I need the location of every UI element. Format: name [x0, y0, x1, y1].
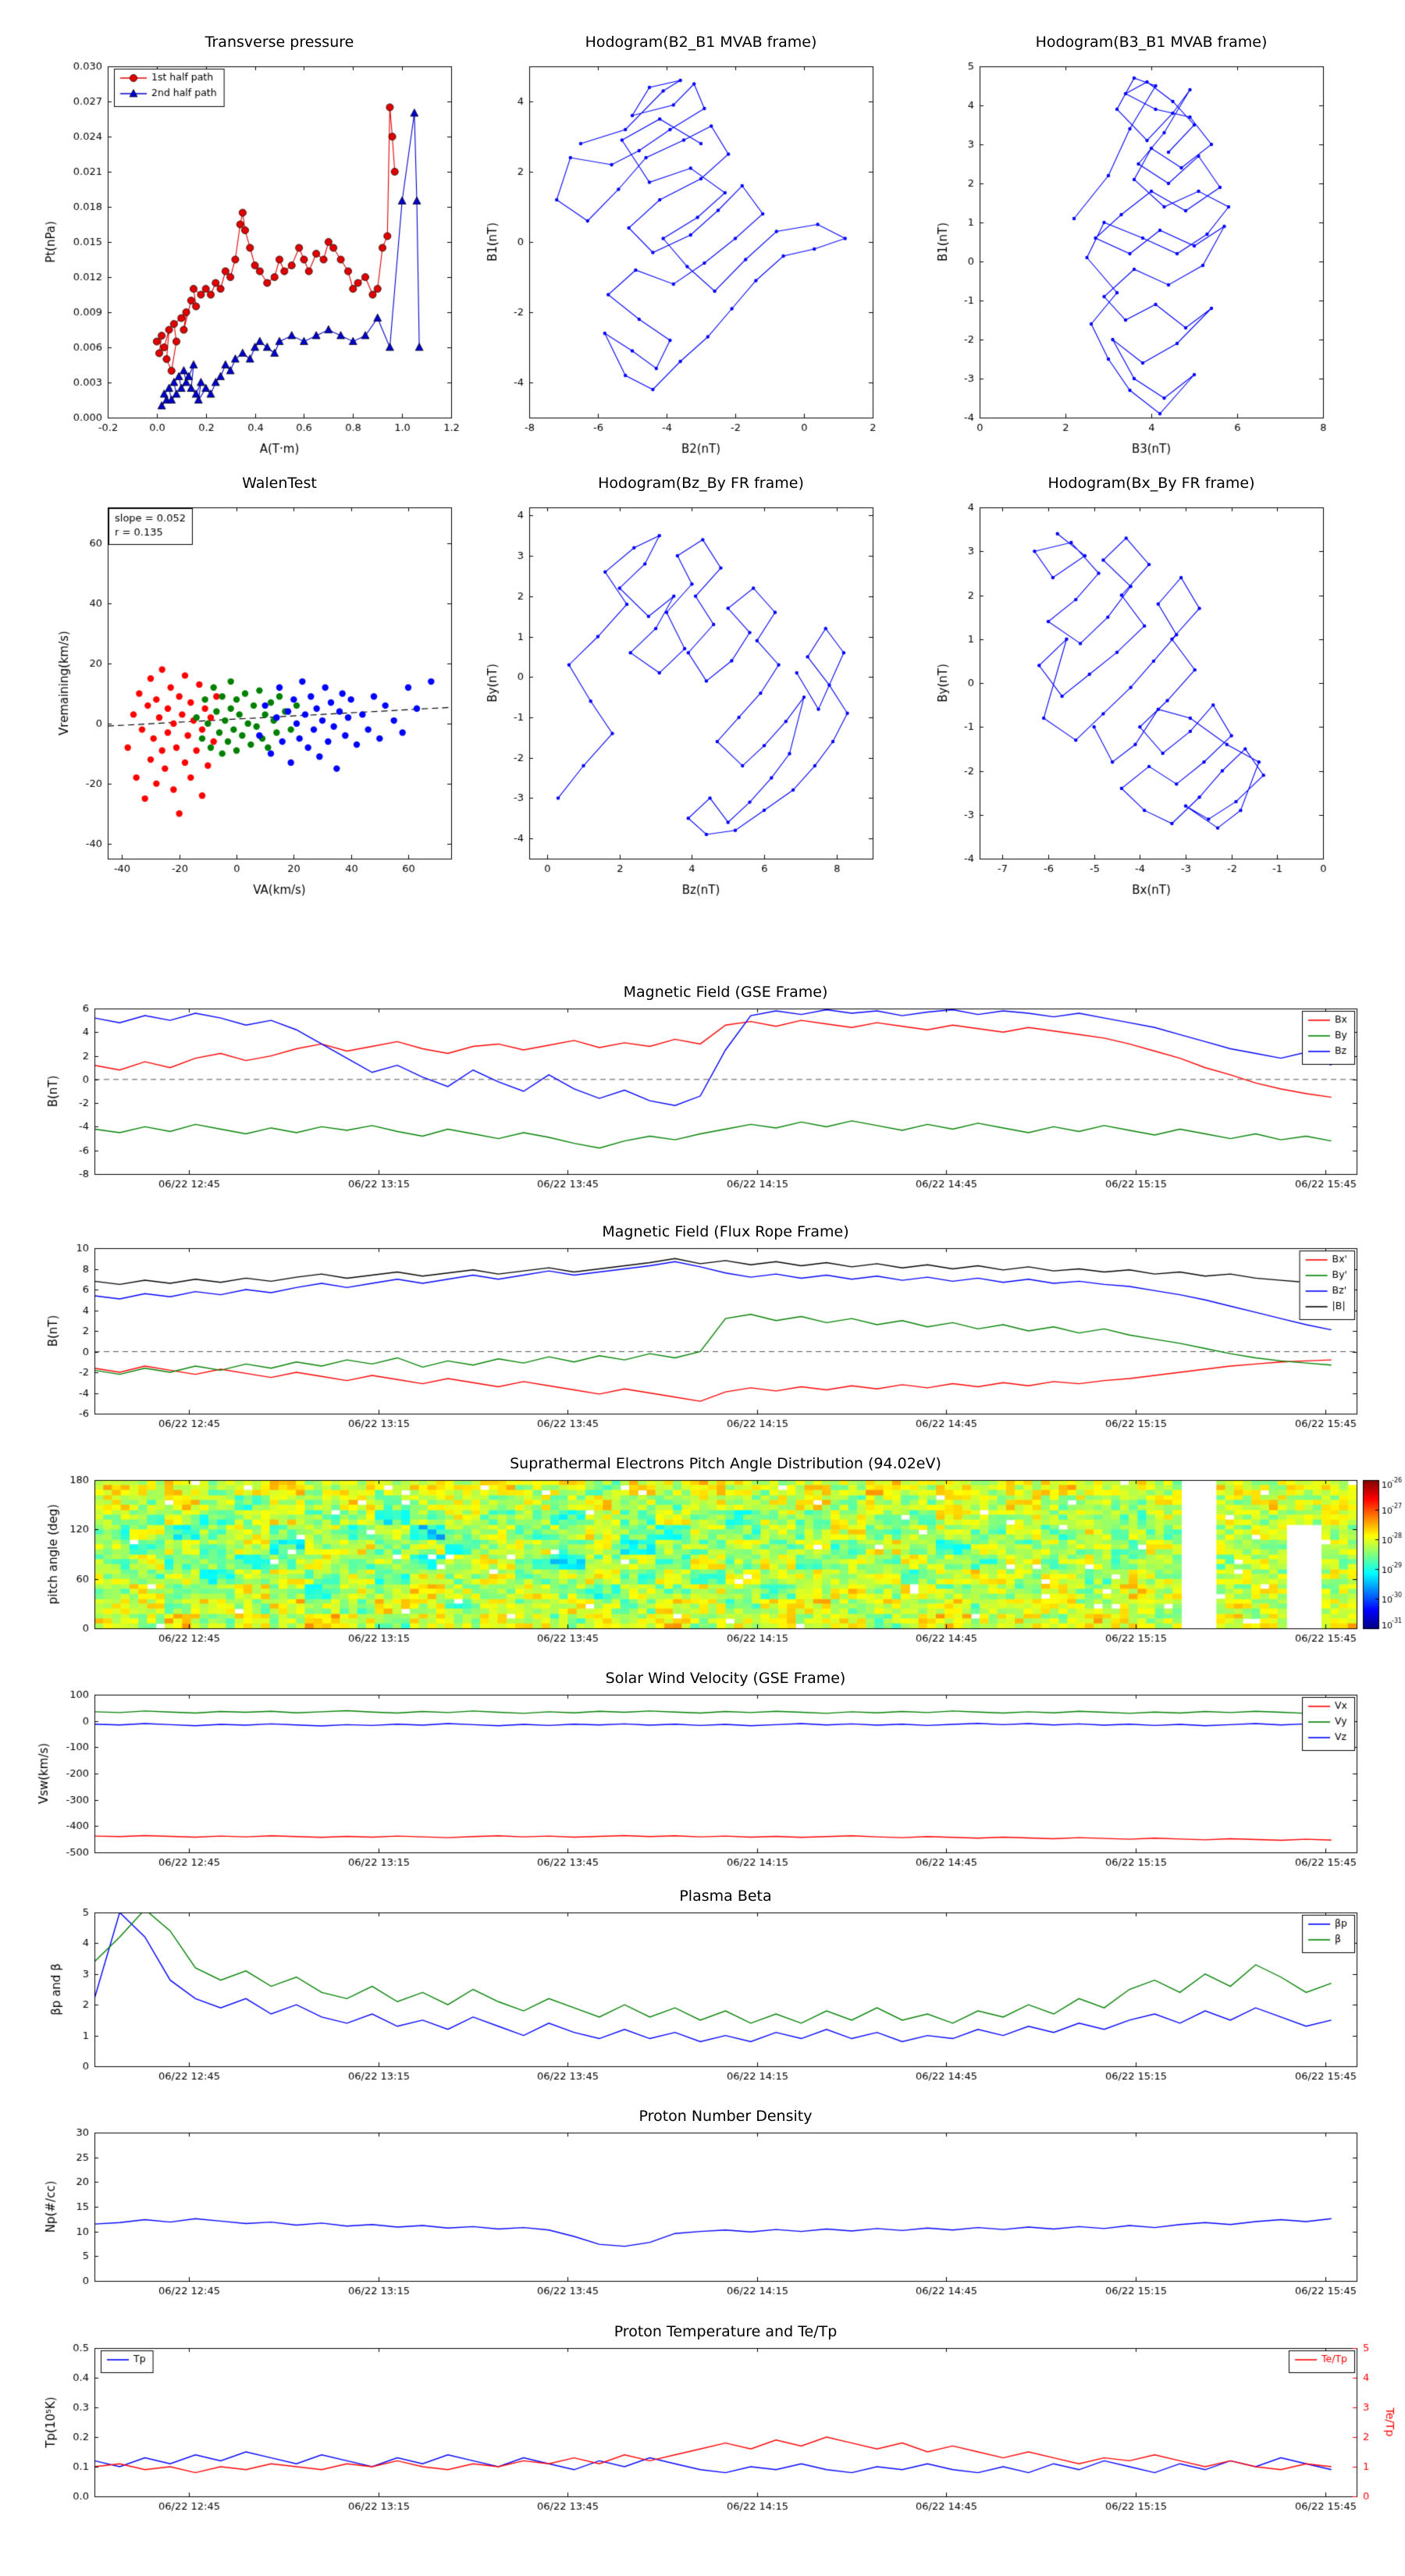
panel-proton-temperature: Proton Temperature and Te/Tp	[23, 2317, 1405, 2529]
hodogram-b2b1-title: Hodogram(B2_B1 MVAB frame)	[585, 34, 817, 51]
hodogram-bzby-canvas	[463, 462, 884, 915]
electron-pad-canvas	[23, 1449, 1405, 1661]
panel-hodogram-bzby: Hodogram(Bz_By FR frame)	[463, 462, 884, 915]
bfield-gse-title: Magnetic Field (GSE Frame)	[623, 984, 828, 1001]
hodogram-bzby-title: Hodogram(Bz_By FR frame)	[598, 475, 804, 492]
panel-plasma-beta: Plasma Beta	[23, 1881, 1382, 2099]
hodogram-b3b1-canvas	[913, 21, 1335, 474]
panel-hodogram-b2b1: Hodogram(B2_B1 MVAB frame)	[463, 21, 884, 474]
panel-electron-pad: Suprathermal Electrons Pitch Angle Distr…	[23, 1449, 1405, 1661]
solar-wind-velocity-canvas	[23, 1663, 1382, 1885]
electron-pad-title: Suprathermal Electrons Pitch Angle Distr…	[510, 1455, 941, 1472]
panel-hodogram-bxby: Hodogram(Bx_By FR frame)	[913, 462, 1335, 915]
bfield-fluxrope-title: Magnetic Field (Flux Rope Frame)	[602, 1223, 849, 1240]
transverse-pressure-canvas	[41, 21, 463, 474]
walen-test-title: WalenTest	[242, 475, 317, 492]
panel-proton-density: Proton Number Density	[23, 2101, 1382, 2314]
proton-density-canvas	[23, 2101, 1382, 2314]
proton-temperature-canvas	[23, 2317, 1405, 2529]
panel-walen-test: WalenTest	[41, 462, 463, 915]
solar-wind-velocity-title: Solar Wind Velocity (GSE Frame)	[605, 1670, 846, 1687]
panel-transverse-pressure: Transverse pressure	[41, 21, 463, 474]
plasma-beta-canvas	[23, 1881, 1382, 2099]
bfield-gse-canvas	[23, 977, 1382, 1205]
panel-bfield-fluxrope: Magnetic Field (Flux Rope Frame)	[23, 1217, 1382, 1445]
transverse-pressure-title: Transverse pressure	[205, 34, 354, 51]
hodogram-b3b1-title: Hodogram(B3_B1 MVAB frame)	[1035, 34, 1268, 51]
proton-temperature-title: Proton Temperature and Te/Tp	[614, 2323, 838, 2340]
proton-density-title: Proton Number Density	[638, 2108, 813, 2125]
hodogram-bxby-title: Hodogram(Bx_By FR frame)	[1048, 475, 1255, 492]
walen-test-canvas	[41, 462, 463, 915]
panel-hodogram-b3b1: Hodogram(B3_B1 MVAB frame)	[913, 21, 1335, 474]
hodogram-bxby-canvas	[913, 462, 1335, 915]
panel-solar-wind-velocity: Solar Wind Velocity (GSE Frame)	[23, 1663, 1382, 1885]
panel-bfield-gse: Magnetic Field (GSE Frame)	[23, 977, 1382, 1205]
hodogram-b2b1-canvas	[463, 21, 884, 474]
bfield-fluxrope-canvas	[23, 1217, 1382, 1445]
plasma-beta-title: Plasma Beta	[679, 1888, 772, 1905]
